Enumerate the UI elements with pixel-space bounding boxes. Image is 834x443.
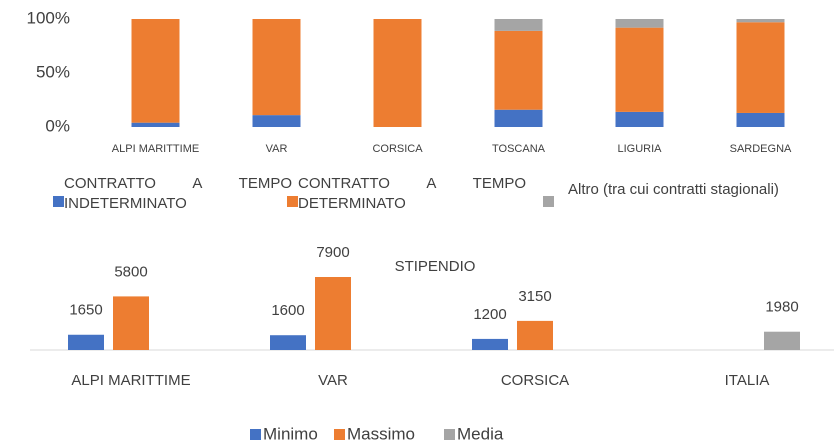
bar-segment bbox=[615, 27, 664, 112]
data-label: 7900 bbox=[316, 244, 349, 261]
bar-segment bbox=[494, 109, 543, 127]
bar-segment bbox=[252, 115, 301, 127]
legend-label: CONTRATTO A TEMPO DETERMINATO bbox=[298, 175, 526, 212]
y-tick-label: 0% bbox=[45, 116, 70, 135]
bar-segment bbox=[494, 19, 543, 31]
legend-label: Minimo bbox=[263, 424, 318, 443]
x-tick-label: ALPI MARITTIME bbox=[71, 372, 190, 389]
bar-segment bbox=[252, 19, 301, 116]
y-tick-label: 100% bbox=[27, 8, 70, 27]
legend-label: Media bbox=[457, 424, 504, 443]
bar bbox=[472, 338, 508, 350]
data-label: 1600 bbox=[271, 302, 304, 319]
legend-swatch bbox=[543, 196, 554, 207]
x-tick-label: LIGURIA bbox=[617, 143, 662, 155]
data-label: 1200 bbox=[473, 306, 506, 323]
bar-segment bbox=[736, 112, 785, 127]
legend-swatch bbox=[53, 196, 64, 207]
x-tick-label: VAR bbox=[266, 143, 288, 155]
legend-swatch bbox=[250, 429, 261, 440]
legend-label: CONTRATTO A TEMPO INDETERMINATO bbox=[64, 175, 292, 212]
legend-swatch bbox=[444, 429, 455, 440]
data-label: 3150 bbox=[518, 288, 551, 305]
bar-segment bbox=[494, 30, 543, 110]
legend-swatch bbox=[287, 196, 298, 207]
data-label: 1980 bbox=[765, 299, 798, 316]
bar-segment bbox=[736, 22, 785, 113]
bar-segment bbox=[131, 122, 180, 127]
x-tick-label: ITALIA bbox=[725, 372, 770, 389]
bar bbox=[764, 331, 800, 350]
legend-swatch bbox=[334, 429, 345, 440]
chart-title: STIPENDIO bbox=[395, 258, 476, 275]
bar-segment bbox=[615, 19, 664, 28]
data-label: 1650 bbox=[69, 302, 102, 319]
bar-segment bbox=[736, 19, 785, 23]
x-tick-label: SARDEGNA bbox=[730, 143, 792, 155]
x-tick-label: TOSCANA bbox=[492, 143, 546, 155]
x-tick-label: VAR bbox=[318, 372, 348, 389]
bar-segment bbox=[373, 19, 422, 127]
bar-segment bbox=[615, 111, 664, 127]
legend-label: Massimo bbox=[347, 424, 415, 443]
bar bbox=[315, 277, 351, 350]
x-tick-label: ALPI MARITTIME bbox=[112, 143, 199, 155]
bar-segment bbox=[131, 19, 180, 123]
legend-label: Altro (tra cui contratti stagionali) bbox=[568, 181, 779, 198]
x-tick-label: CORSICA bbox=[501, 372, 569, 389]
data-label: 5800 bbox=[114, 263, 147, 280]
y-tick-label: 50% bbox=[36, 62, 70, 81]
bar bbox=[68, 334, 104, 350]
bar bbox=[270, 335, 306, 350]
bar bbox=[113, 296, 149, 350]
bar bbox=[517, 320, 553, 350]
x-tick-label: CORSICA bbox=[372, 143, 423, 155]
